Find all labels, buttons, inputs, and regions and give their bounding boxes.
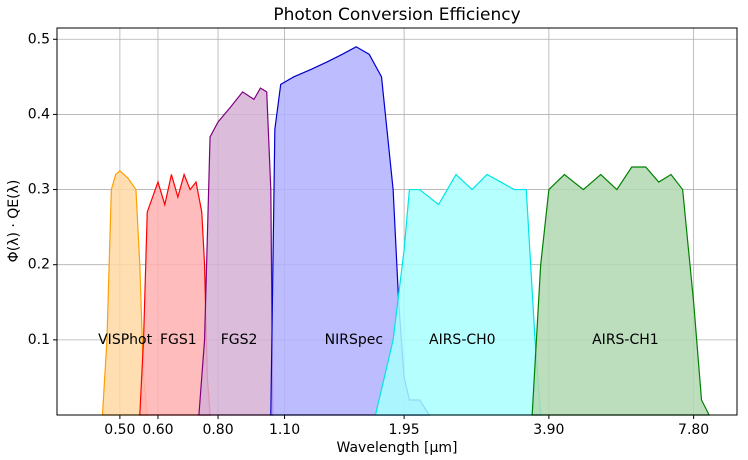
area xyxy=(198,87,274,416)
area xyxy=(139,172,211,416)
chart-title: Photon Conversion Efficiency xyxy=(273,5,520,25)
x-tick-label: 3.90 xyxy=(533,422,564,438)
y-axis-label: Φ(λ) · QE(λ) xyxy=(6,180,22,263)
y-tick-label: 0.2 xyxy=(28,257,50,273)
series-label: NIRSpec xyxy=(325,332,383,348)
plot-frame xyxy=(56,27,738,416)
area xyxy=(101,169,148,416)
x-axis-label: Wavelength [μm] xyxy=(337,440,458,456)
area xyxy=(531,166,711,416)
area xyxy=(374,173,542,416)
y-tick-label: 0.5 xyxy=(28,31,50,47)
x-tick-label: 0.80 xyxy=(202,422,233,438)
series-label: FGS2 xyxy=(221,332,258,348)
series-label: AIRS-CH1 xyxy=(592,332,659,348)
x-tick-label: 1.95 xyxy=(389,422,420,438)
x-tick-label: 1.10 xyxy=(269,422,300,438)
y-tick-label: 0.1 xyxy=(28,332,50,348)
series-label: AIRS-CH0 xyxy=(429,332,496,348)
x-tick-label: 0.60 xyxy=(142,422,173,438)
y-tick-label: 0.3 xyxy=(28,182,50,198)
series-label: VISPhot xyxy=(98,332,152,348)
x-tick-label: 7.80 xyxy=(678,422,709,438)
y-tick-label: 0.4 xyxy=(28,106,50,122)
x-tick-label: 0.50 xyxy=(104,422,135,438)
series-label: FGS1 xyxy=(160,332,197,348)
